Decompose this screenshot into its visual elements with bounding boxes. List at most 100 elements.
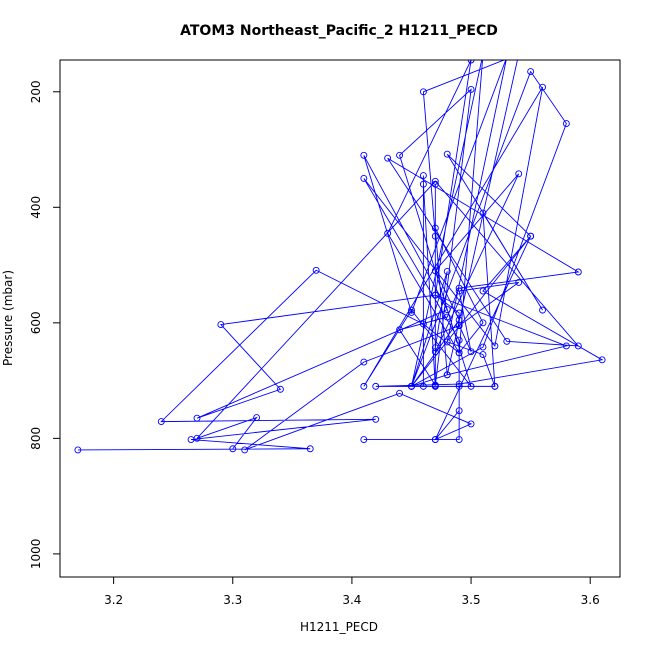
data-point bbox=[598, 356, 606, 364]
data-point bbox=[431, 436, 439, 443]
series-line bbox=[77, 60, 604, 451]
data-point bbox=[479, 287, 487, 295]
data-point bbox=[396, 326, 404, 334]
data-point bbox=[527, 68, 535, 76]
data-point bbox=[562, 120, 570, 127]
data-point bbox=[360, 382, 368, 390]
data-point bbox=[455, 336, 463, 344]
data-point bbox=[467, 348, 475, 356]
data-point bbox=[431, 224, 439, 232]
data-point bbox=[479, 209, 487, 217]
data-point bbox=[455, 284, 463, 292]
data-point bbox=[479, 351, 487, 359]
data-point bbox=[419, 88, 427, 96]
data-point bbox=[396, 389, 404, 397]
data-point bbox=[74, 446, 82, 454]
data-point bbox=[419, 382, 427, 390]
chart-title: ATOM3 Northeast_Pacific_2 H1211_PECD bbox=[180, 23, 498, 39]
data-point bbox=[455, 380, 463, 388]
y-tick-label: 600 bbox=[29, 311, 43, 334]
y-axis-label: Pressure (mbar) bbox=[1, 270, 15, 366]
y-tick-label: 200 bbox=[29, 80, 43, 103]
data-point bbox=[515, 278, 523, 286]
data-point bbox=[408, 306, 415, 314]
data-point bbox=[384, 154, 392, 162]
data-point bbox=[431, 180, 439, 188]
data-point bbox=[431, 232, 439, 240]
data-point bbox=[360, 436, 368, 443]
data-point bbox=[193, 414, 201, 422]
data-point bbox=[360, 151, 368, 159]
data-point bbox=[515, 170, 523, 178]
data-point bbox=[443, 150, 451, 158]
data-point bbox=[431, 348, 439, 356]
data-point bbox=[408, 308, 415, 316]
x-tick-label: 3.4 bbox=[342, 593, 361, 607]
y-tick-label: 1000 bbox=[29, 539, 43, 570]
data-point bbox=[491, 382, 499, 390]
x-tick-label: 3.6 bbox=[581, 593, 600, 607]
y-tick-label: 400 bbox=[29, 196, 43, 219]
data-point bbox=[455, 436, 463, 443]
data-point bbox=[360, 358, 368, 366]
data-point bbox=[467, 60, 475, 64]
data-point bbox=[467, 382, 475, 390]
x-axis-label: H1211_PECD bbox=[300, 620, 378, 634]
data-point bbox=[443, 267, 451, 275]
data-point bbox=[276, 385, 284, 393]
data-point bbox=[419, 320, 427, 328]
data-point bbox=[467, 86, 475, 93]
data-point bbox=[431, 381, 439, 389]
data-point bbox=[455, 349, 463, 357]
data-point bbox=[503, 337, 511, 345]
data-point bbox=[360, 174, 368, 182]
data-point bbox=[241, 446, 249, 454]
data-point bbox=[574, 342, 582, 350]
data-point bbox=[431, 177, 439, 185]
data-point bbox=[443, 306, 451, 313]
data-point bbox=[396, 151, 404, 159]
data-point bbox=[491, 342, 499, 350]
data-point bbox=[527, 232, 535, 240]
data-point bbox=[455, 316, 463, 324]
data-point bbox=[455, 382, 463, 390]
data-point bbox=[419, 172, 427, 179]
plot-frame bbox=[59, 59, 621, 578]
x-tick-label: 3.3 bbox=[223, 593, 242, 607]
data-point bbox=[408, 382, 415, 390]
data-point bbox=[539, 306, 546, 314]
data-point bbox=[431, 344, 439, 352]
data-point bbox=[574, 268, 582, 276]
data-point bbox=[193, 434, 201, 442]
data-point bbox=[431, 267, 439, 275]
data-point bbox=[539, 83, 546, 91]
data-point bbox=[479, 343, 487, 351]
data-point bbox=[372, 415, 380, 423]
data-point bbox=[431, 291, 439, 299]
x-tick-label: 3.5 bbox=[462, 593, 481, 607]
x-tick-label: 3.2 bbox=[104, 593, 123, 607]
y-tick-label: 800 bbox=[29, 427, 43, 450]
data-point bbox=[455, 287, 463, 295]
data-point bbox=[443, 371, 451, 379]
data-point bbox=[455, 309, 463, 317]
data-point bbox=[443, 338, 451, 346]
data-point bbox=[384, 229, 392, 237]
data-point bbox=[455, 407, 463, 415]
x-axis: 3.2 3.3 3.4 3.5 3.6 bbox=[104, 577, 600, 607]
data-point bbox=[443, 313, 451, 321]
data-point bbox=[229, 445, 237, 453]
data-point bbox=[467, 420, 475, 428]
data-point bbox=[157, 418, 165, 426]
data-point bbox=[372, 382, 380, 390]
data-point bbox=[419, 180, 427, 188]
data-point bbox=[217, 321, 225, 329]
data-point bbox=[253, 414, 261, 422]
data-point bbox=[562, 342, 570, 350]
data-point bbox=[312, 266, 320, 274]
data-point bbox=[479, 319, 487, 327]
data-point bbox=[306, 445, 314, 453]
y-axis: 200 400 600 800 1000 bbox=[29, 80, 60, 569]
